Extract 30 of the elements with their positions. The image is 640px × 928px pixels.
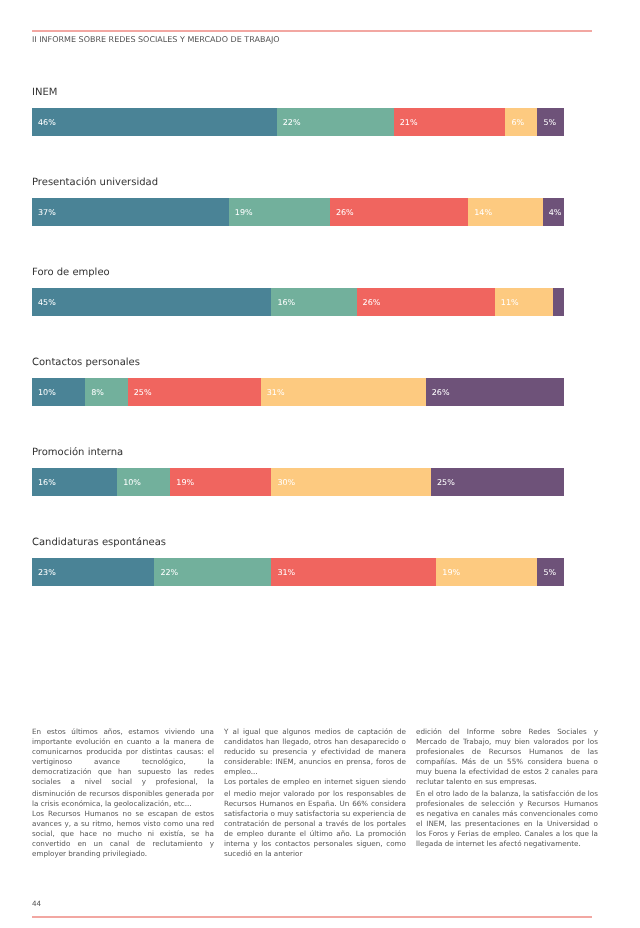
bar [260,378,426,406]
bar [32,108,277,136]
bar [271,558,437,586]
bar [436,558,538,586]
bar [505,108,538,136]
bar [32,288,272,316]
bar [32,378,86,406]
bar [228,198,330,226]
bar [537,108,564,136]
bar [271,288,357,316]
bar [468,198,543,226]
bar [32,198,229,226]
bar [127,378,261,406]
bar [393,108,506,136]
bar [170,468,272,496]
bar [553,288,564,316]
bar [154,558,272,586]
bar [85,378,128,406]
bar [329,198,469,226]
bar [425,378,564,406]
bar [32,468,118,496]
bar [32,558,155,586]
bar [494,288,554,316]
bar [276,108,394,136]
bar [271,468,431,496]
bar [542,198,564,226]
bar [431,468,564,496]
bar [356,288,495,316]
bar [117,468,171,496]
bar [537,558,564,586]
